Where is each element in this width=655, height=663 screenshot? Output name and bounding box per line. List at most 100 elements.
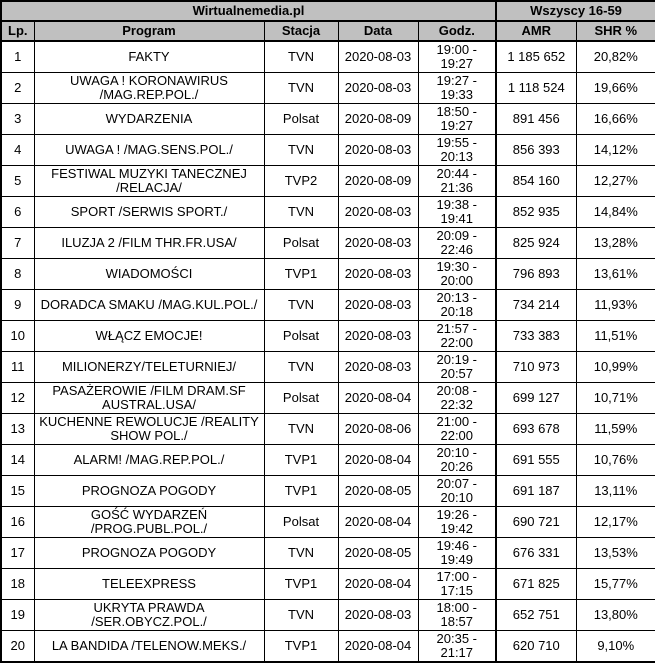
date-cell: 2020-08-03	[337, 40, 419, 73]
station-cell: Polsat	[263, 320, 339, 352]
program-cell: UWAGA ! KORONAWIRUS /MAG.REP.POL./	[33, 72, 265, 104]
time-cell: 19:27 - 19:33	[417, 72, 497, 104]
table-row: 3 WYDARZENIA Polsat 2020-08-09 18:50 - 19:27…	[0, 103, 655, 135]
station-cell: TVN	[263, 351, 339, 383]
station-cell: TVN	[263, 537, 339, 569]
table-row: 18 TELEEXPRESS TVP1 2020-08-04 17:00 - 17:15…	[0, 568, 655, 600]
row-number-cell: 6	[0, 196, 35, 228]
program-cell: WIADOMOŚCI	[33, 258, 265, 290]
program-cell: LA BANDIDA /TELENOW.MEKS./	[33, 630, 265, 663]
date-cell: 2020-08-03	[337, 289, 419, 321]
amr-cell: 699 127	[495, 382, 577, 414]
row-number-cell: 12	[0, 382, 35, 414]
share-cell: 13,28%	[575, 227, 655, 259]
title-row: Wirtualnemedia.pl Wszyscy 16-59	[0, 0, 655, 22]
date-cell: 2020-08-03	[337, 320, 419, 352]
amr-cell: 856 393	[495, 134, 577, 166]
station-cell: TVN	[263, 72, 339, 104]
row-number-cell: 19	[0, 599, 35, 631]
table-row: 15 PROGNOZA POGODY TVP1 2020-08-05 20:07 - 2…	[0, 475, 655, 507]
table-row: 19 UKRYTA PRAWDA /SER.OBYCZ.POL./TVN 2020-…	[0, 599, 655, 631]
row-number-cell: 20	[0, 630, 35, 663]
row-number-cell: 17	[0, 537, 35, 569]
date-cell: 2020-08-03	[337, 72, 419, 104]
row-number-cell: 1	[0, 40, 35, 73]
share-cell: 11,51%	[575, 320, 655, 352]
amr-cell: 733 383	[495, 320, 577, 352]
col-header-godz: Godz.	[417, 20, 497, 42]
row-number-cell: 7	[0, 227, 35, 259]
amr-cell: 734 214	[495, 289, 577, 321]
time-cell: 20:19 - 20:57	[417, 351, 497, 383]
amr-cell: 710 973	[495, 351, 577, 383]
row-number-cell: 11	[0, 351, 35, 383]
date-cell: 2020-08-03	[337, 351, 419, 383]
time-cell: 19:38 - 19:41	[417, 196, 497, 228]
station-cell: Polsat	[263, 103, 339, 135]
time-cell: 19:26 - 19:42	[417, 506, 497, 538]
program-cell: WŁĄCZ EMOCJE!	[33, 320, 265, 352]
program-cell: FAKTY	[33, 40, 265, 73]
row-number-cell: 16	[0, 506, 35, 538]
share-cell: 14,12%	[575, 134, 655, 166]
share-cell: 12,27%	[575, 165, 655, 197]
date-cell: 2020-08-03	[337, 599, 419, 631]
table-row: 4 UWAGA ! /MAG.SENS.POL./TVN 2020-08-03 19:…	[0, 134, 655, 166]
time-cell: 20:10 - 20:26	[417, 444, 497, 476]
table-row: 9 DORADCA SMAKU /MAG.KUL.POL./TVN 2020-08-…	[0, 289, 655, 321]
share-cell: 13,53%	[575, 537, 655, 569]
table-row: 12 PASAŻEROWIE /FILM DRAM.SF AUSTRAL.USA/…	[0, 382, 655, 414]
date-cell: 2020-08-04	[337, 444, 419, 476]
program-cell: DORADCA SMAKU /MAG.KUL.POL./	[33, 289, 265, 321]
station-cell: TVP1	[263, 444, 339, 476]
share-cell: 13,11%	[575, 475, 655, 507]
share-cell: 10,76%	[575, 444, 655, 476]
station-cell: TVN	[263, 196, 339, 228]
share-cell: 9,10%	[575, 630, 655, 663]
time-cell: 18:50 - 19:27	[417, 103, 497, 135]
station-cell: TVP1	[263, 630, 339, 663]
time-cell: 19:55 - 20:13	[417, 134, 497, 166]
program-cell: MILIONERZY/TELETURNIEJ/	[33, 351, 265, 383]
col-header-amr: AMR	[495, 20, 577, 42]
time-cell: 17:00 - 17:15	[417, 568, 497, 600]
time-cell: 19:00 - 19:27	[417, 40, 497, 73]
row-number-cell: 4	[0, 134, 35, 166]
station-cell: Polsat	[263, 382, 339, 414]
share-cell: 11,93%	[575, 289, 655, 321]
date-cell: 2020-08-04	[337, 630, 419, 663]
time-cell: 20:13 - 20:18	[417, 289, 497, 321]
program-cell: WYDARZENIA	[33, 103, 265, 135]
program-cell: UWAGA ! /MAG.SENS.POL./	[33, 134, 265, 166]
station-cell: TVN	[263, 599, 339, 631]
program-cell: FESTIWAL MUZYKI TANECZNEJ /RELACJA/	[33, 165, 265, 197]
station-cell: TVP2	[263, 165, 339, 197]
table-body: 1 FAKTY TVN 2020-08-03 19:00 - 19:27 1 185 65…	[0, 40, 655, 663]
time-cell: 20:08 - 22:32	[417, 382, 497, 414]
row-number-cell: 9	[0, 289, 35, 321]
date-cell: 2020-08-04	[337, 506, 419, 538]
time-cell: 18:00 - 18:57	[417, 599, 497, 631]
date-cell: 2020-08-03	[337, 258, 419, 290]
time-cell: 20:07 - 20:10	[417, 475, 497, 507]
amr-cell: 691 555	[495, 444, 577, 476]
program-cell: ALARM! /MAG.REP.POL./	[33, 444, 265, 476]
row-number-cell: 13	[0, 413, 35, 445]
row-number-cell: 15	[0, 475, 35, 507]
table-row: 17 PROGNOZA POGODY TVN 2020-08-05 19:46 - 19…	[0, 537, 655, 569]
column-header-row: Lp. Program Stacja Data Godz. AMR SHR %	[0, 20, 655, 42]
amr-cell: 691 187	[495, 475, 577, 507]
station-cell: TVN	[263, 289, 339, 321]
table-row: 11 MILIONERZY/TELETURNIEJ/TVN 2020-08-03 20…	[0, 351, 655, 383]
table-row: 1 FAKTY TVN 2020-08-03 19:00 - 19:27 1 185 65…	[0, 40, 655, 73]
station-cell: Polsat	[263, 506, 339, 538]
row-number-cell: 2	[0, 72, 35, 104]
date-cell: 2020-08-03	[337, 134, 419, 166]
amr-cell: 854 160	[495, 165, 577, 197]
date-cell: 2020-08-05	[337, 475, 419, 507]
share-cell: 13,61%	[575, 258, 655, 290]
station-cell: TVN	[263, 134, 339, 166]
date-cell: 2020-08-06	[337, 413, 419, 445]
table-row: 14 ALARM! /MAG.REP.POL./TVP1 2020-08-04 20:…	[0, 444, 655, 476]
time-cell: 21:57 - 22:00	[417, 320, 497, 352]
